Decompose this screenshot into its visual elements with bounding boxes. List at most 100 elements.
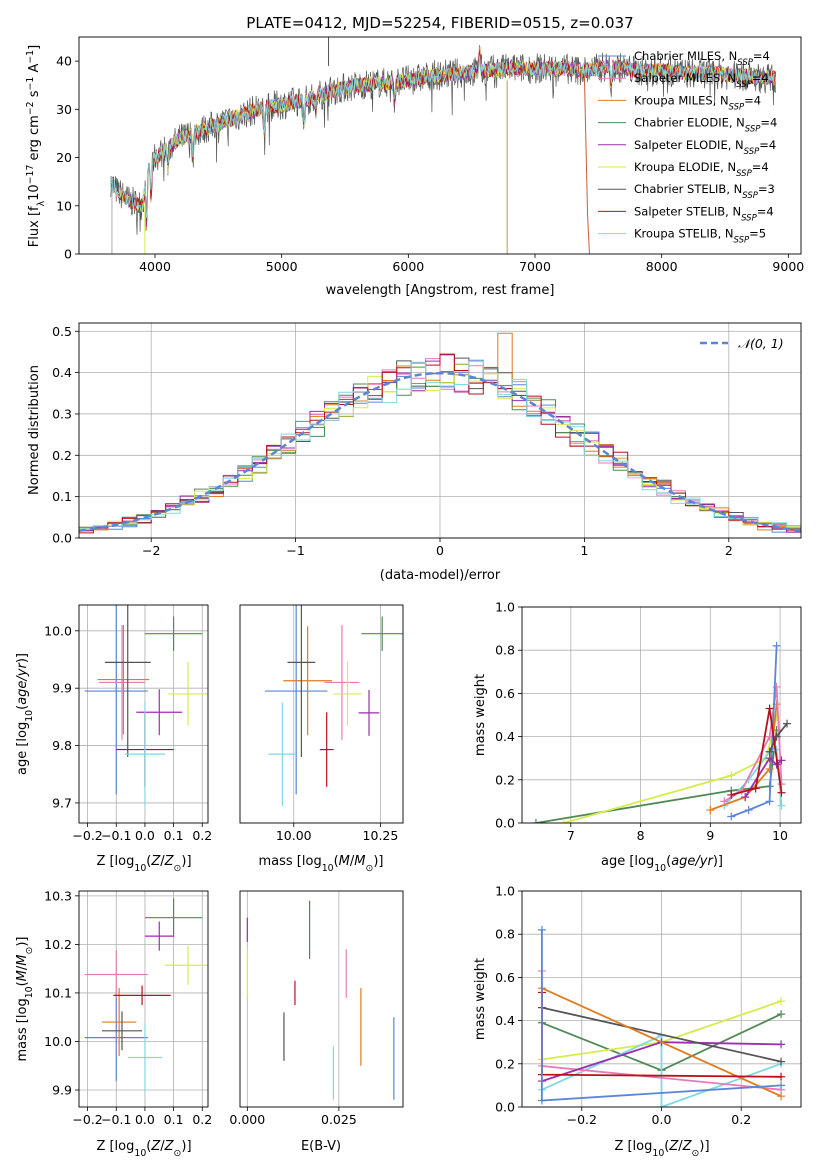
plot-area [246,900,395,1100]
series-line [563,716,778,823]
y-tick-label: 0.2 [495,1056,515,1071]
mass-vs-extinction-panel: 0.000 0.025 E(B-V) [229,890,404,1154]
plot-area [537,925,786,1107]
series-line [541,987,782,1098]
x-axis-label: Z [log10(Z/Z⊙)] [96,854,191,874]
y-tick-label: 10.3 [44,888,72,903]
series-marker [783,719,792,728]
mass-weight-series-6 [559,713,781,823]
legend-entry: Kroupa MILES, NSSP=4 [634,93,761,112]
x-tick-label: 1 [580,543,588,558]
series-marker [777,997,786,1006]
legend-entry: 𝒩(0, 1) [738,336,784,351]
x-tick-label: 0 [436,543,444,558]
y-tick-label: 0.8 [495,643,515,658]
x-tick-label: 0.1 [164,828,184,843]
y-tick-label: 0.4 [52,365,72,380]
axes-frame [239,890,404,1108]
y-tick-label: 10 [56,198,72,213]
series-line [731,708,783,796]
massweight-vs-age-panel: 7 8 9 10 0.0 0.2 0.4 0.6 0.8 1.0 age [log10(age/yr… [473,600,802,874]
mass-weight-series-8 [727,704,786,799]
legend-entry: Kroupa STELIB, NSSP=5 [634,227,766,246]
legend-entry: Chabrier MILES, NSSP=4 [634,49,770,68]
y-tick-label: 0.0 [495,816,515,831]
y-tick-label: 9.9 [52,681,72,696]
errorbar-point-8 [113,985,171,1006]
series-marker [559,819,568,823]
plot-area [531,641,792,823]
y-tick-label: 0.4 [495,729,515,744]
axes-frame [78,322,802,539]
series-marker [537,1096,546,1105]
errorbar-point-2 [99,625,145,740]
mass-weight-series-1 [537,925,786,1105]
series-marker [777,788,786,797]
y-axis-label: age [log10(age/yr)] [15,653,35,775]
legend-entry: Chabrier ELODIE, NSSP=4 [634,116,777,135]
spectrum-panel: 4000 5000 6000 7000 8000 9000 0 10 20 30 40 wavelen… [25,36,804,298]
errorbar-point-2 [324,625,360,740]
y-axis-label: Normed distribution [27,365,42,495]
massweight-vs-metallicity-panel: −0.2 0.0 0.2 0.0 0.2 0.4 0.6 0.8 1.0 Z [log10(Z/Z… [473,884,802,1159]
series-marker [777,1010,786,1019]
x-tick-label: −0.1 [101,1112,131,1127]
series-marker [777,756,786,765]
series-marker [777,801,786,810]
y-axis-label: mass weight [473,674,488,756]
series-marker [772,641,781,650]
x-axis-label: Z [log10(Z/Z⊙)] [96,1139,191,1159]
legend-entry: Kroupa ELODIE, NSSP=4 [634,160,769,179]
x-tick-label: −2 [142,543,160,558]
x-tick-label: 8 [637,828,645,843]
errorbar-point-3 [97,625,150,735]
plot-area [84,605,208,806]
y-tick-label: 0.6 [495,686,515,701]
y-tick-label: 10.2 [44,937,72,952]
axes-frame [78,890,209,1108]
errorbar-point-7 [101,1011,143,1051]
series-marker [744,806,753,815]
y-tick-label: 0 [64,247,72,262]
series-marker [777,1040,786,1049]
x-tick-label: 10.25 [363,828,399,843]
x-tick-label: 0.0 [652,1112,672,1127]
x-tick-label: 0.000 [229,1112,265,1127]
series-marker [727,812,736,821]
series-marker [751,784,760,793]
series-marker [727,790,736,799]
axes-frame [239,604,404,824]
series-marker [720,797,729,806]
series-marker [777,1081,786,1090]
y-tick-label: 9.8 [52,738,72,753]
series-marker [531,819,540,823]
series-marker [777,1057,786,1066]
histogram-step-6 [79,363,801,538]
series-marker [706,806,715,815]
residual-histogram-panel: −2 −1 0 1 2 0.0 0.1 0.2 0.3 0.4 0.5 𝒩(0, 1) (data-mo… [27,322,802,583]
y-tick-label: 0.8 [495,927,515,942]
series-marker [765,765,774,773]
y-tick-label: 10.1 [44,985,72,1000]
spectrum-dropout [583,75,590,254]
x-tick-label: 0.0 [135,828,155,843]
axes-frame [521,890,802,1108]
plot-area [264,605,403,806]
y-tick-label: 40 [56,54,72,69]
x-tick-label: −0.2 [72,1112,102,1127]
series-marker [727,771,736,780]
y-axis-label: Flux [fλ10−17 erg cm−2 s−1 A−1] [25,45,47,247]
y-tick-label: 10.0 [44,1034,72,1049]
x-tick-label: 7000 [519,259,551,274]
x-axis-label: mass [log10(M/M⊙)] [259,854,384,874]
y-tick-label: 10.0 [44,623,72,638]
y-tick-label: 20 [56,150,72,165]
y-tick-label: 0.1 [52,489,72,504]
y-tick-label: 0.0 [52,531,72,546]
x-tick-label: 0.2 [192,1112,212,1127]
series-marker [765,704,774,713]
x-axis-label: wavelength [Angstrom, rest frame] [326,283,555,298]
x-tick-label: 9 [706,828,714,843]
x-tick-label: 10.00 [276,828,312,843]
